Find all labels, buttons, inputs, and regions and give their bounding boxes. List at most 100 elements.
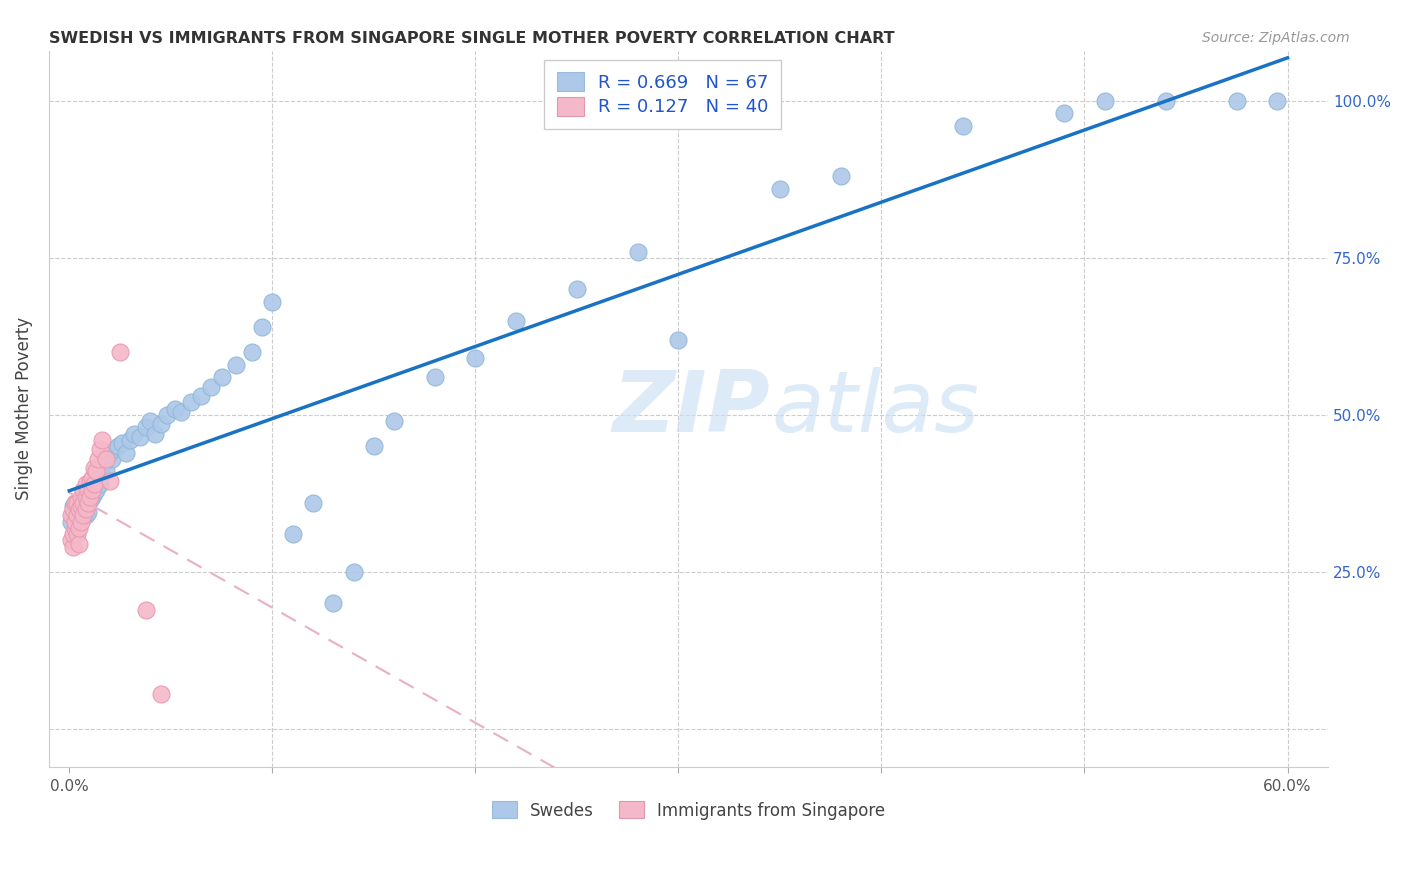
Point: [83, 461, 105, 475]
Point: [66, 527, 89, 541]
Point: [72, 483, 94, 498]
Point: [62, 499, 84, 513]
Point: [80, 490, 103, 504]
Point: [135, 420, 157, 434]
Point: [120, 433, 142, 447]
Point: [62, 540, 84, 554]
Point: [70, 499, 93, 513]
Point: [135, 602, 157, 616]
Point: [76, 483, 98, 498]
Point: [170, 405, 193, 419]
Point: [322, 596, 344, 610]
Text: ZIP: ZIP: [612, 368, 769, 450]
Point: [143, 426, 166, 441]
Point: [668, 333, 690, 347]
Point: [65, 505, 87, 519]
Point: [72, 502, 94, 516]
Point: [1267, 94, 1289, 108]
Point: [75, 499, 97, 513]
Point: [79, 492, 101, 507]
Point: [98, 474, 121, 488]
Point: [76, 496, 98, 510]
Point: [565, 282, 588, 296]
Point: [72, 496, 94, 510]
Point: [281, 527, 304, 541]
Text: Source: ZipAtlas.com: Source: ZipAtlas.com: [1202, 31, 1350, 45]
Point: [62, 508, 84, 523]
Point: [211, 370, 233, 384]
Point: [1094, 94, 1116, 108]
Point: [62, 502, 84, 516]
Point: [97, 449, 120, 463]
Point: [1154, 94, 1177, 108]
Point: [79, 490, 101, 504]
Point: [382, 414, 405, 428]
Point: [115, 445, 138, 459]
Point: [505, 314, 527, 328]
Point: [139, 414, 162, 428]
Point: [90, 433, 112, 447]
Point: [75, 502, 97, 516]
Point: [72, 508, 94, 523]
Point: [262, 294, 284, 309]
Point: [225, 358, 247, 372]
Point: [65, 515, 87, 529]
Point: [89, 442, 111, 457]
Point: [250, 320, 273, 334]
Point: [66, 511, 89, 525]
Point: [86, 451, 108, 466]
Point: [67, 505, 90, 519]
Point: [67, 502, 90, 516]
Point: [89, 477, 111, 491]
Point: [952, 119, 974, 133]
Point: [60, 533, 83, 548]
Point: [75, 477, 97, 491]
Point: [75, 508, 97, 523]
Point: [190, 389, 212, 403]
Point: [80, 471, 103, 485]
Point: [156, 408, 179, 422]
Point: [200, 379, 222, 393]
Point: [342, 565, 364, 579]
Point: [1226, 94, 1249, 108]
Point: [769, 182, 792, 196]
Point: [94, 451, 117, 466]
Point: [180, 395, 202, 409]
Point: [149, 417, 172, 432]
Point: [76, 505, 98, 519]
Point: [627, 244, 650, 259]
Point: [66, 496, 89, 510]
Point: [240, 345, 263, 359]
Point: [83, 486, 105, 500]
Point: [423, 370, 446, 384]
Point: [60, 508, 83, 523]
Legend: Swedes, Immigrants from Singapore: Swedes, Immigrants from Singapore: [485, 795, 891, 826]
Point: [111, 436, 134, 450]
Point: [1053, 106, 1076, 120]
Point: [66, 502, 89, 516]
Point: [65, 496, 87, 510]
Point: [70, 515, 93, 529]
Point: [67, 536, 90, 550]
Point: [302, 496, 325, 510]
Point: [80, 483, 103, 498]
Point: [65, 496, 87, 510]
Point: [60, 515, 83, 529]
Point: [72, 496, 94, 510]
Point: [464, 351, 486, 366]
Text: SWEDISH VS IMMIGRANTS FROM SINGAPORE SINGLE MOTHER POVERTY CORRELATION CHART: SWEDISH VS IMMIGRANTS FROM SINGAPORE SIN…: [49, 31, 894, 46]
Point: [94, 464, 117, 478]
Point: [107, 439, 129, 453]
Point: [70, 508, 93, 523]
Point: [149, 687, 172, 701]
Point: [108, 345, 131, 359]
Point: [101, 451, 124, 466]
Point: [84, 464, 107, 478]
Point: [163, 401, 186, 416]
Point: [65, 521, 87, 535]
Point: [67, 521, 90, 535]
Point: [122, 426, 145, 441]
Point: [75, 490, 97, 504]
Text: atlas: atlas: [772, 368, 980, 450]
Point: [84, 483, 107, 498]
